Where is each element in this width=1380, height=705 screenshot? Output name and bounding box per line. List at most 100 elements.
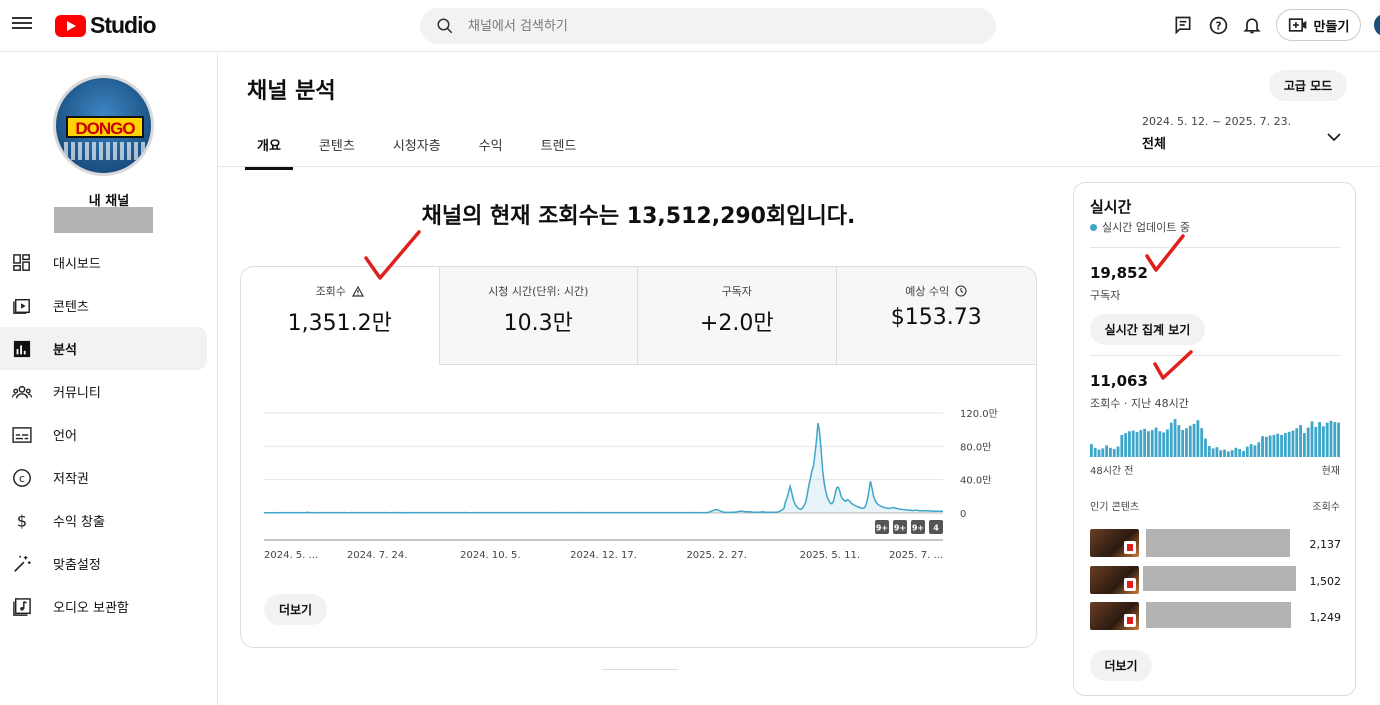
realtime-bar[interactable] (1154, 427, 1158, 457)
realtime-bar[interactable] (1131, 430, 1135, 457)
realtime-bar[interactable] (1112, 449, 1116, 457)
realtime-bar[interactable] (1105, 445, 1109, 457)
popular-content-row[interactable]: 2,137 (1090, 529, 1341, 557)
realtime-bar[interactable] (1090, 444, 1093, 457)
realtime-bar[interactable] (1185, 428, 1188, 457)
metric-revenue[interactable]: 예상 수익 $153.73 (836, 267, 1036, 365)
realtime-bar[interactable] (1200, 428, 1204, 457)
realtime-bar[interactable] (1245, 446, 1249, 457)
realtime-bar[interactable] (1143, 428, 1147, 457)
series-line[interactable] (264, 422, 943, 514)
realtime-bar[interactable] (1158, 431, 1162, 457)
realtime-bar[interactable] (1302, 433, 1306, 457)
sidebar-item-dashboard[interactable]: 대시보드 (0, 241, 207, 284)
realtime-bar[interactable] (1230, 450, 1234, 457)
realtime-bar[interactable] (1101, 448, 1105, 457)
help-icon[interactable]: ? (1207, 14, 1229, 36)
realtime-bar[interactable] (1299, 425, 1302, 457)
realtime-bar[interactable] (1310, 421, 1314, 457)
realtime-bar[interactable] (1314, 426, 1318, 457)
realtime-bar[interactable] (1287, 431, 1291, 457)
realtime-bar[interactable] (1093, 447, 1097, 457)
realtime-bar[interactable] (1295, 428, 1299, 457)
realtime-bar[interactable] (1333, 422, 1337, 457)
realtime-bar[interactable] (1219, 450, 1223, 457)
video-badge[interactable] (893, 520, 907, 534)
realtime-bar[interactable] (1249, 444, 1253, 457)
tab-revenue[interactable]: 수익 (478, 139, 503, 154)
metric-watch-time[interactable]: 시청 시간(단위: 시간) 10.3만 (439, 267, 638, 365)
realtime-bar[interactable] (1169, 422, 1173, 457)
realtime-bar[interactable] (1283, 433, 1287, 457)
video-badge[interactable] (929, 520, 943, 534)
realtime-bar[interactable] (1147, 431, 1150, 457)
video-thumbnail[interactable] (1090, 529, 1139, 557)
realtime-bar[interactable] (1272, 434, 1276, 457)
realtime-bar[interactable] (1204, 438, 1207, 457)
search-bar[interactable] (420, 8, 996, 44)
video-thumbnail[interactable] (1090, 566, 1139, 594)
feedback-icon[interactable] (1172, 14, 1194, 36)
realtime-bar[interactable] (1234, 447, 1238, 457)
realtime-bar[interactable] (1291, 430, 1295, 457)
realtime-bar[interactable] (1135, 431, 1139, 457)
realtime-bar-chart[interactable] (1090, 415, 1341, 457)
realtime-bar[interactable] (1276, 433, 1280, 457)
realtime-bar[interactable] (1211, 448, 1215, 457)
realtime-bar[interactable] (1261, 436, 1264, 457)
tab-overview[interactable]: 개요 (245, 124, 293, 170)
views-chart[interactable]: 120.0만 80.0만 40.0만 0 2024. 5. ... 2024. 7. 24… (241, 365, 1036, 565)
popular-content-row[interactable]: 1,502 (1090, 566, 1341, 594)
realtime-bar[interactable] (1166, 429, 1169, 457)
warning-icon[interactable] (351, 285, 364, 297)
video-badge[interactable] (875, 520, 889, 534)
realtime-bar[interactable] (1325, 422, 1329, 457)
realtime-bar[interactable] (1215, 447, 1219, 457)
notifications-icon[interactable] (1241, 14, 1263, 36)
video-badge[interactable] (911, 520, 925, 534)
realtime-bar[interactable] (1253, 445, 1257, 457)
realtime-more-button[interactable]: 더보기 (1090, 650, 1152, 681)
realtime-bar[interactable] (1207, 445, 1211, 457)
sidebar-item-analytics[interactable]: 분석 (0, 327, 207, 370)
tab-content[interactable]: 콘텐츠 (318, 139, 355, 154)
tab-audience[interactable]: 시청자층 (392, 139, 441, 154)
studio-logo[interactable]: Studio (55, 12, 157, 39)
realtime-bar[interactable] (1318, 422, 1321, 457)
date-range-text[interactable]: 2024. 5. 12. ~ 2025. 7. 23. (1142, 115, 1292, 128)
sidebar-item-customization[interactable]: 맞춤설정 (0, 542, 207, 585)
video-thumbnail[interactable] (1090, 602, 1139, 630)
sidebar-item-content[interactable]: 콘텐츠 (0, 284, 207, 327)
realtime-bar[interactable] (1173, 419, 1177, 457)
realtime-bar[interactable] (1120, 434, 1124, 457)
sidebar-item-audio-library[interactable]: 오디오 보관함 (0, 585, 207, 628)
realtime-bar[interactable] (1177, 425, 1181, 457)
realtime-bar[interactable] (1268, 435, 1272, 457)
sidebar-item-subtitles[interactable]: 언어 (0, 413, 207, 456)
metric-subscribers[interactable]: 구독자 +2.0만 (638, 267, 837, 365)
channel-avatar[interactable]: DONGO (53, 75, 154, 176)
realtime-bar[interactable] (1306, 427, 1310, 457)
realtime-bar[interactable] (1116, 446, 1120, 457)
sidebar-item-monetization[interactable]: $ 수익 창출 (0, 499, 207, 542)
realtime-bar[interactable] (1196, 420, 1200, 457)
realtime-bar[interactable] (1337, 422, 1340, 457)
create-button[interactable]: 만들기 (1276, 9, 1361, 41)
realtime-bar[interactable] (1097, 449, 1101, 457)
tab-trends[interactable]: 트렌드 (540, 139, 577, 154)
chevron-down-icon[interactable] (1326, 128, 1342, 147)
sidebar-item-community[interactable]: 커뮤니티 (0, 370, 207, 413)
popular-content-row[interactable]: 1,249 (1090, 602, 1341, 630)
search-input[interactable] (468, 18, 948, 34)
realtime-bar[interactable] (1128, 431, 1131, 457)
realtime-bar[interactable] (1329, 420, 1333, 457)
realtime-bar[interactable] (1242, 450, 1245, 457)
more-button[interactable]: 더보기 (264, 594, 327, 625)
realtime-bar[interactable] (1162, 432, 1166, 457)
realtime-bar[interactable] (1181, 430, 1185, 457)
realtime-bar[interactable] (1280, 434, 1283, 457)
realtime-bar[interactable] (1223, 449, 1226, 457)
realtime-bar[interactable] (1150, 430, 1154, 457)
date-range-label[interactable]: 전체 (1142, 137, 1166, 152)
realtime-bar[interactable] (1238, 449, 1242, 457)
